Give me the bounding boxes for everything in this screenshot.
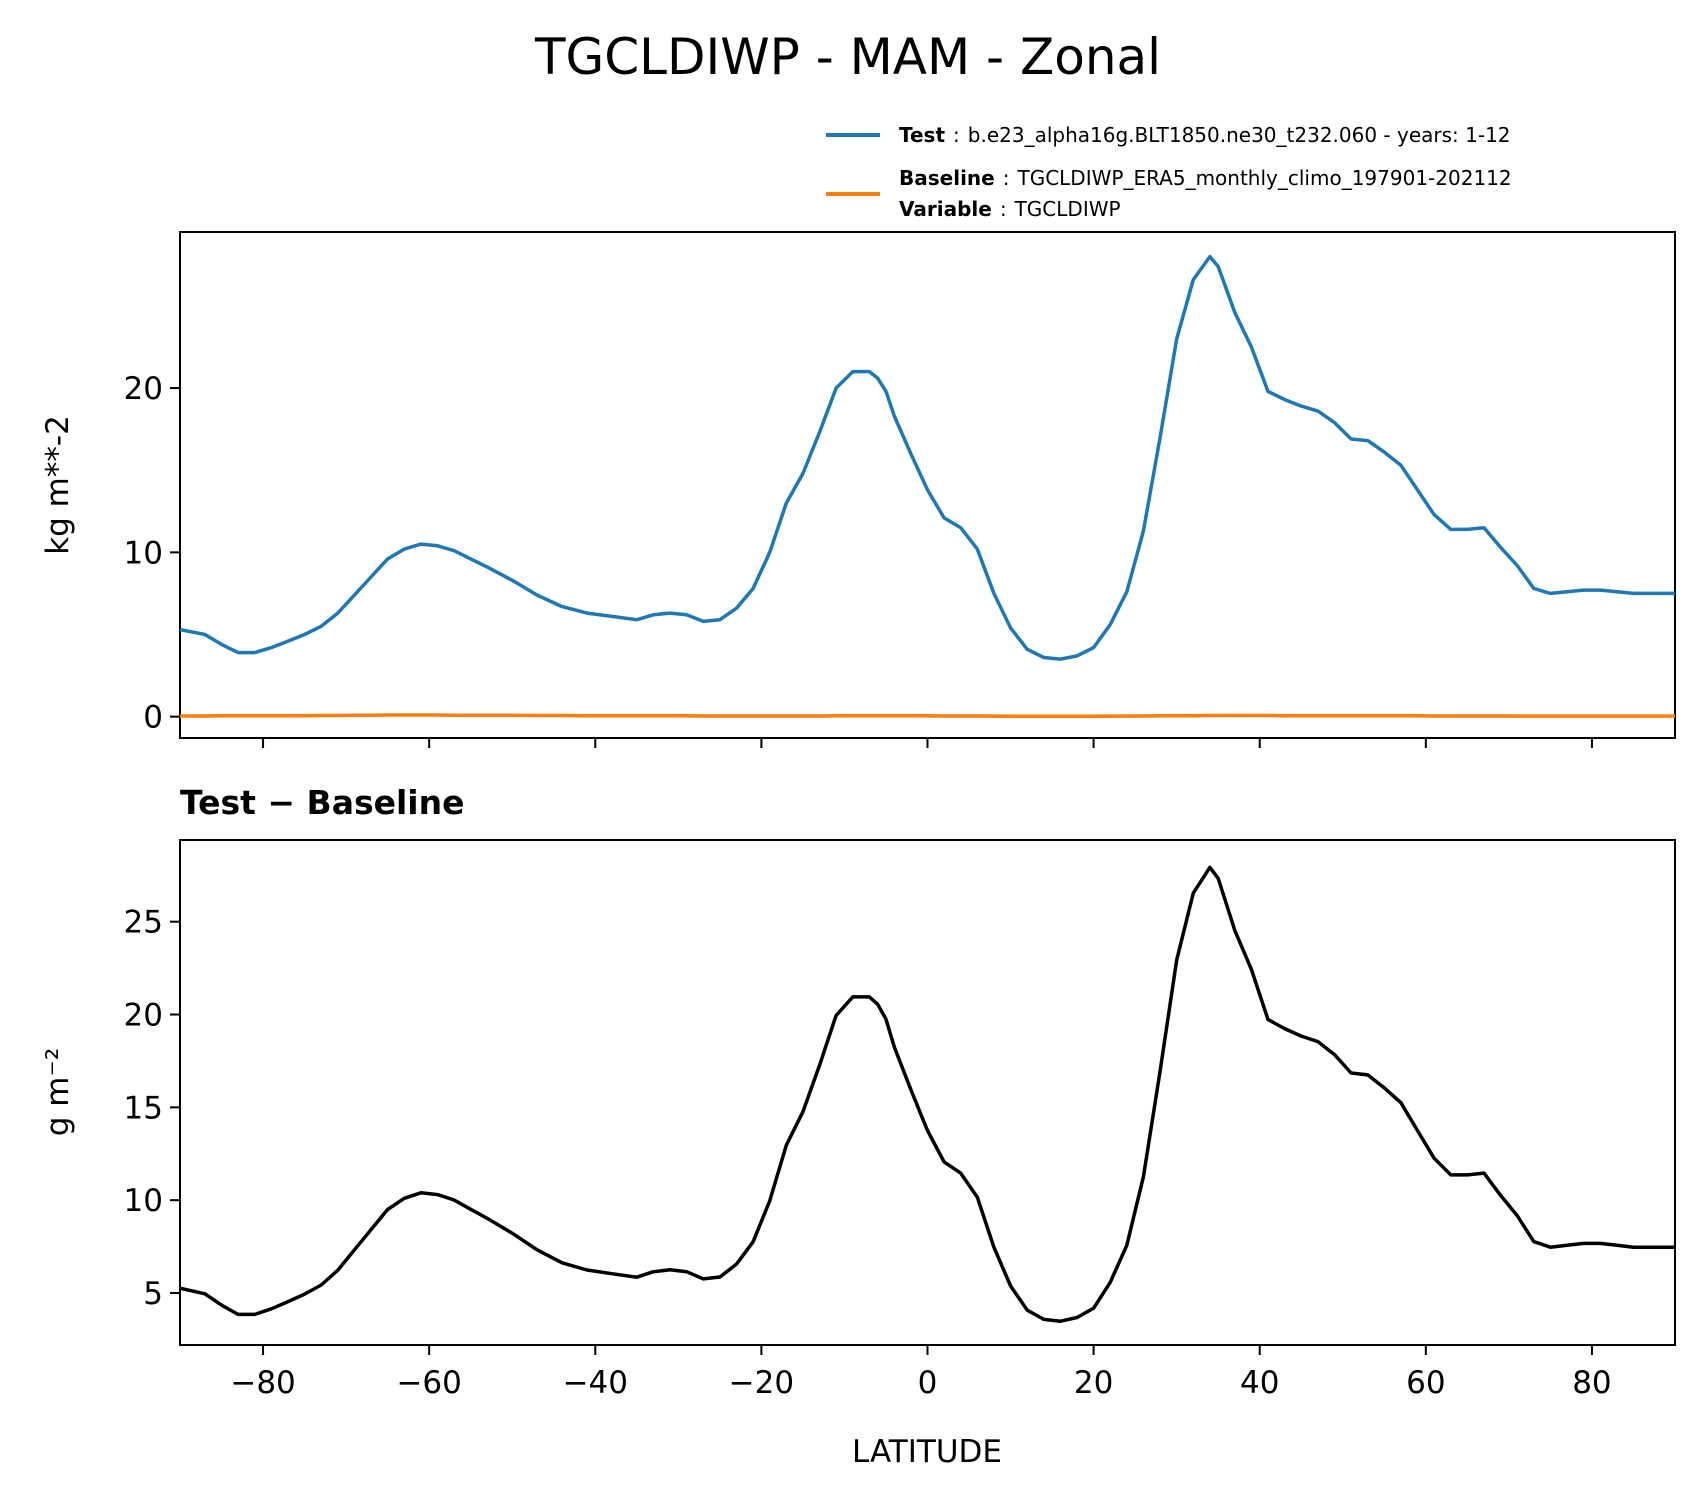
bottom-x-tick-label: −80 [230, 1365, 295, 1401]
bottom-x-tick-label: 60 [1406, 1365, 1445, 1401]
top-panel: kg m**-2 0 10 20 [40, 231, 1676, 748]
top-y-tick-label: 10 [124, 535, 163, 571]
top-y-tick-label: 0 [143, 700, 163, 736]
bottom-y-tick-label: 5 [143, 1276, 163, 1312]
bottom-y-tick-label: 15 [124, 1090, 163, 1126]
top-plot-frame [179, 231, 1676, 739]
legend-variable-value: TGCLDIWP [1014, 197, 1121, 221]
bottom-y-tick-label: 25 [124, 905, 163, 941]
legend-variable-text: Variable : TGCLDIWP [899, 197, 1121, 221]
bottom-y-axis-label: g m⁻² [40, 1048, 76, 1137]
figure-title: TGCLDIWP - MAM - Zonal [534, 28, 1161, 86]
bottom-x-tick-label: −20 [729, 1365, 794, 1401]
bottom-x-tick-label: 40 [1240, 1365, 1279, 1401]
bottom-plot-frame [179, 839, 1676, 1346]
top-y-tick-label: 20 [124, 371, 163, 407]
legend-baseline-value: TGCLDIWP_ERA5_monthly_climo_197901-20211… [1016, 166, 1511, 190]
bottom-y-tick-label: 20 [124, 998, 163, 1034]
top-y-axis-label: kg m**-2 [40, 415, 76, 555]
legend-test-key: Test [899, 123, 945, 147]
legend-variable-key: Variable [899, 197, 992, 221]
bottom-y-tick-label: 10 [124, 1183, 163, 1219]
bottom-x-tick-label: −60 [396, 1365, 461, 1401]
legend-test-text: Test : b.e23_alpha16g.BLT1850.ne30_t232.… [899, 123, 1511, 147]
bottom-panel-title: Test − Baseline [180, 783, 465, 822]
bottom-panel: g m⁻² LATITUDE 5 10 15 20 25 −80 −60 −40 −20 0 20 4… [40, 839, 1676, 1470]
legend-test-value: b.e23_alpha16g.BLT1850.ne30_t232.060 - y… [968, 123, 1511, 147]
x-axis-label: LATITUDE [852, 1434, 1002, 1470]
legend: Test : b.e23_alpha16g.BLT1850.ne30_t232.… [826, 123, 1512, 221]
top-series-baseline-line [180, 713, 1675, 719]
top-series-test-line [180, 254, 1675, 661]
bottom-x-tick-label: 80 [1572, 1365, 1611, 1401]
legend-variable-sep: : [1000, 197, 1007, 221]
legend-baseline-text: Baseline : TGCLDIWP_ERA5_monthly_climo_1… [899, 166, 1512, 190]
bottom-x-tick-label: 20 [1074, 1365, 1113, 1401]
legend-test-sep: : [953, 123, 960, 147]
bottom-series-difference-line [180, 865, 1675, 1323]
legend-baseline-key: Baseline [899, 166, 995, 190]
legend-baseline-sep: : [1003, 166, 1010, 190]
bottom-x-tick-label: 0 [918, 1365, 938, 1401]
bottom-x-tick-label: −40 [563, 1365, 628, 1401]
